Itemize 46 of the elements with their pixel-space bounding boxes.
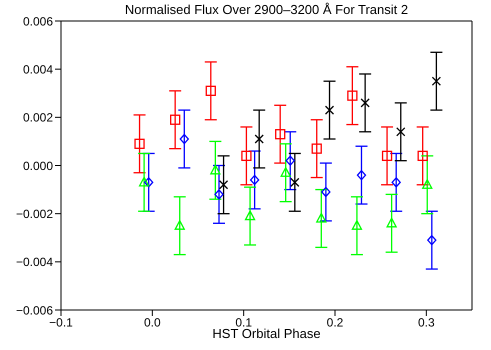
point — [347, 90, 358, 101]
point — [392, 177, 401, 188]
point — [418, 150, 428, 162]
x-tick-label: −0.1 — [49, 316, 74, 330]
point — [180, 134, 189, 144]
point — [280, 167, 291, 177]
y-tick-label: 0.000 — [22, 158, 54, 173]
y-tick-label: −0.004 — [16, 255, 54, 270]
point — [321, 186, 331, 198]
point — [352, 220, 362, 230]
point — [386, 218, 397, 228]
point — [206, 86, 216, 96]
y-tick-label: 0.006 — [22, 14, 54, 28]
point — [134, 138, 145, 149]
point — [396, 127, 406, 136]
point — [170, 114, 180, 125]
point — [254, 134, 264, 144]
point — [316, 212, 326, 223]
point — [312, 143, 322, 154]
chart-title: Normalised Flux Over 2900–3200 Å For Transit 2 — [124, 2, 410, 17]
point — [250, 174, 260, 186]
point — [290, 178, 300, 188]
point — [432, 76, 442, 86]
y-tick-label: −0.002 — [16, 206, 54, 221]
point — [382, 150, 392, 162]
x-tick-label: 0.0 — [144, 316, 161, 330]
point — [360, 98, 370, 108]
point — [138, 176, 150, 187]
point — [244, 210, 256, 220]
y-tick-label: −0.006 — [16, 303, 54, 318]
x-tick-label: 0.2 — [326, 316, 344, 330]
point — [275, 129, 286, 140]
point — [241, 150, 252, 162]
point — [218, 180, 228, 190]
point — [210, 164, 221, 174]
x-tick-label: 0.3 — [418, 316, 435, 330]
point — [427, 235, 436, 246]
y-tick-label: 0.004 — [22, 62, 54, 76]
y-tick-label: 0.002 — [22, 110, 54, 125]
point — [324, 105, 334, 115]
point — [356, 170, 366, 180]
point — [422, 179, 432, 189]
point — [286, 156, 295, 166]
point — [174, 220, 185, 230]
point — [144, 177, 154, 188]
point — [214, 189, 224, 200]
